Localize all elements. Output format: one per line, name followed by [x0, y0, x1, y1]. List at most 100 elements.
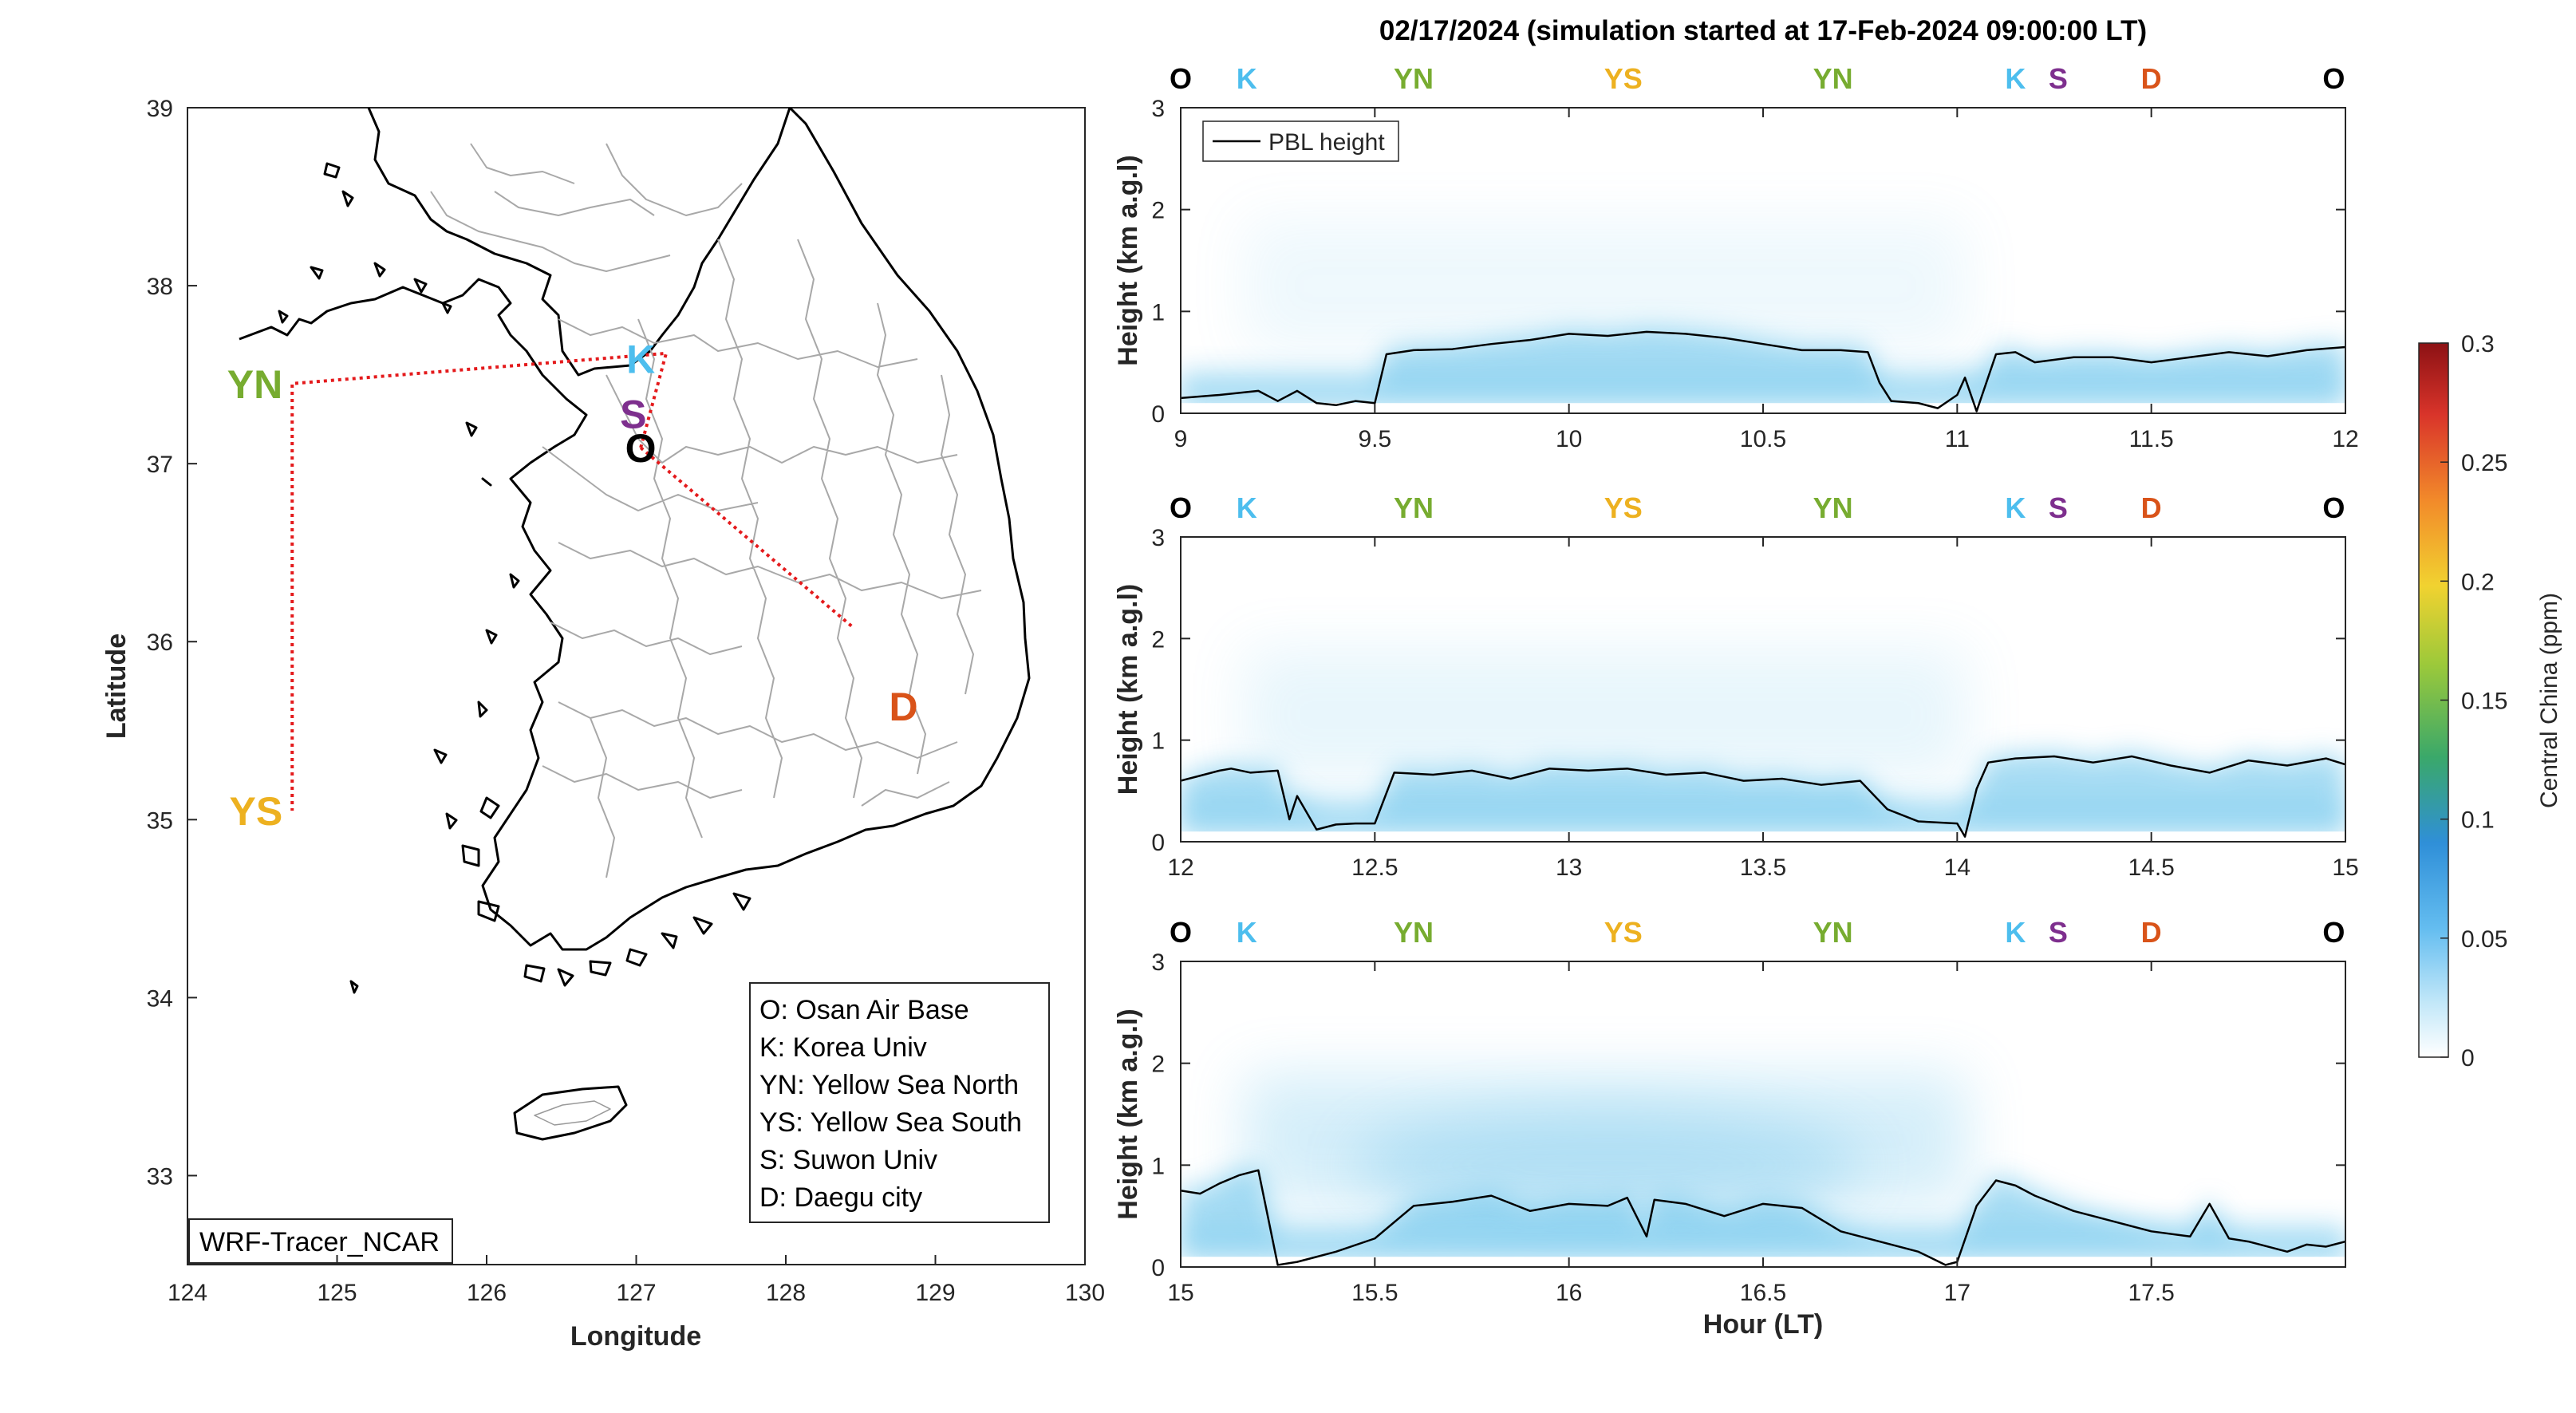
map-ytick-label: 33 — [147, 1163, 173, 1190]
time-height-panel: 15 15.5 16 16.5 17 17.5 0 1 2 3 Height (km a.g.l) H… — [1113, 916, 2346, 1340]
panel-xtick-label: 10.5 — [1740, 426, 1786, 452]
panel-site-label: YN — [1813, 491, 1853, 524]
pbl-height-line — [1181, 1169, 2345, 1266]
panel-site-label: S — [2049, 916, 2068, 949]
panel-ytick-label: 3 — [1151, 96, 1165, 122]
panel-xtick-label: 17.5 — [2128, 1280, 2174, 1306]
panel-site-label: YN — [1394, 916, 1434, 949]
panel-site-label: K — [2005, 916, 2026, 949]
korea-peninsula-outline-icon — [239, 108, 1031, 1141]
panel-ytick-label: 2 — [1151, 1052, 1165, 1078]
map-xtick-label: 127 — [616, 1280, 656, 1306]
map-ylabel: Latitude — [101, 633, 132, 739]
colorbar-tick-label: 0.1 — [2461, 807, 2495, 834]
panel-site-label: K — [2005, 62, 2026, 95]
panel-site-label: YN — [1394, 62, 1434, 95]
panel-xtick-label: 15 — [2332, 855, 2358, 881]
panel-site-label: D — [2141, 62, 2162, 95]
map-site-label: YN — [227, 362, 282, 407]
map-xtick-label: 124 — [168, 1280, 207, 1306]
concentration-field — [1181, 537, 2345, 842]
jeju-inner — [534, 1100, 611, 1126]
panel-xtick-label: 11.5 — [2129, 426, 2174, 452]
model-label: WRF-Tracer_NCAR — [199, 1227, 440, 1257]
legend-item: S: Suwon Univ — [759, 1145, 937, 1175]
route-o-d — [639, 446, 854, 629]
southwest-islands — [433, 573, 751, 987]
panel-xtick-label: 9.5 — [1358, 426, 1391, 452]
panel-site-label: YS — [1604, 62, 1643, 95]
panel-xtick-label: 14 — [1944, 855, 1970, 881]
panel-ytick-label: 3 — [1151, 949, 1165, 976]
map-xtick-label: 125 — [317, 1280, 357, 1306]
panel-xtick-label: 12 — [2332, 426, 2358, 452]
panel-xtick-label: 13 — [1556, 855, 1582, 881]
colorbar-tick-label: 0.2 — [2461, 569, 2495, 595]
panel-ytick-label: 2 — [1151, 626, 1165, 653]
panel-xtick-label: 16.5 — [1740, 1280, 1786, 1306]
panel-xtick-label: 11 — [1945, 426, 1970, 452]
map-xtick-label: 128 — [766, 1280, 806, 1306]
panel-xtick-label: 12.5 — [1351, 855, 1398, 881]
site-legend-box — [749, 982, 1050, 1223]
panel-ytick-label: 3 — [1151, 525, 1165, 551]
colorbar-tick-label: 0.15 — [2461, 689, 2507, 715]
panel-ytick-label: 0 — [1151, 401, 1165, 428]
panel-site-label: O — [1170, 916, 1192, 949]
colorbar-tick-label: 0.25 — [2461, 450, 2507, 476]
map-ytick-label: 38 — [147, 274, 173, 300]
panel-site-label: K — [1237, 62, 1257, 95]
panel-ytick-label: 2 — [1151, 198, 1165, 224]
panel-xtick-label: 12 — [1167, 855, 1193, 881]
panel-site-label: K — [1237, 916, 1257, 949]
panel-site-label: O — [2322, 916, 2345, 949]
panel-ylabel: Height (km a.g.l) — [1113, 155, 1143, 365]
panel-xtick-label: 10 — [1556, 426, 1582, 452]
legend-item: YS: Yellow Sea South — [759, 1107, 1022, 1138]
panel-site-label: YN — [1813, 916, 1853, 949]
panel-ytick-label: 1 — [1151, 299, 1165, 326]
panel-site-label: O — [2322, 62, 2345, 95]
panel-site-label: O — [1170, 62, 1192, 95]
panel-site-label: D — [2141, 491, 2162, 524]
panel-xtick-label: 15.5 — [1351, 1280, 1398, 1306]
small-island — [349, 980, 359, 994]
panel-site-label: YS — [1604, 491, 1643, 524]
panel-site-label: D — [2141, 916, 2162, 949]
panel-xtick-label: 17 — [1944, 1280, 1970, 1306]
panel-ytick-label: 0 — [1151, 830, 1165, 856]
panel-xtick-label: 9 — [1174, 426, 1188, 452]
panel-site-label: S — [2049, 62, 2068, 95]
map-xtick-label: 126 — [467, 1280, 507, 1306]
legend-item: YN: Yellow Sea North — [759, 1070, 1019, 1100]
panel-ylabel: Height (km a.g.l) — [1113, 584, 1143, 795]
panel-ytick-label: 1 — [1151, 728, 1165, 755]
panel-site-label: S — [2049, 491, 2068, 524]
concentration-field — [1181, 108, 2345, 413]
mainland-coastline — [239, 108, 1031, 951]
panel-xtick-label: 16 — [1556, 1280, 1582, 1306]
legend-item: O: Osan Air Base — [759, 995, 969, 1025]
map-site-label: K — [626, 337, 655, 382]
panel-xtick-label: 13.5 — [1740, 855, 1786, 881]
map-ytick-label: 37 — [147, 452, 173, 478]
jeju-island — [513, 1085, 628, 1141]
map-ytick-label: 36 — [147, 630, 173, 656]
panel-legend-label: PBL height — [1268, 129, 1385, 156]
pbl-height-line — [1181, 330, 2345, 412]
panel-ytick-label: 1 — [1151, 1153, 1165, 1179]
panel-xtick-label: 14.5 — [2128, 855, 2174, 881]
legend-item: K: Korea Univ — [759, 1032, 927, 1063]
panel-site-label: O — [1170, 491, 1192, 524]
panel-legend: PBL height — [1202, 120, 1399, 162]
map-site-label: YS — [230, 789, 283, 834]
map-ytick-label: 39 — [147, 96, 173, 122]
model-label-box — [188, 1218, 453, 1264]
map-xlabel: Longitude — [570, 1321, 701, 1352]
map-site-label: S — [620, 393, 646, 437]
map-ytick-label: 34 — [147, 985, 173, 1012]
concentration-field — [1181, 961, 2345, 1267]
